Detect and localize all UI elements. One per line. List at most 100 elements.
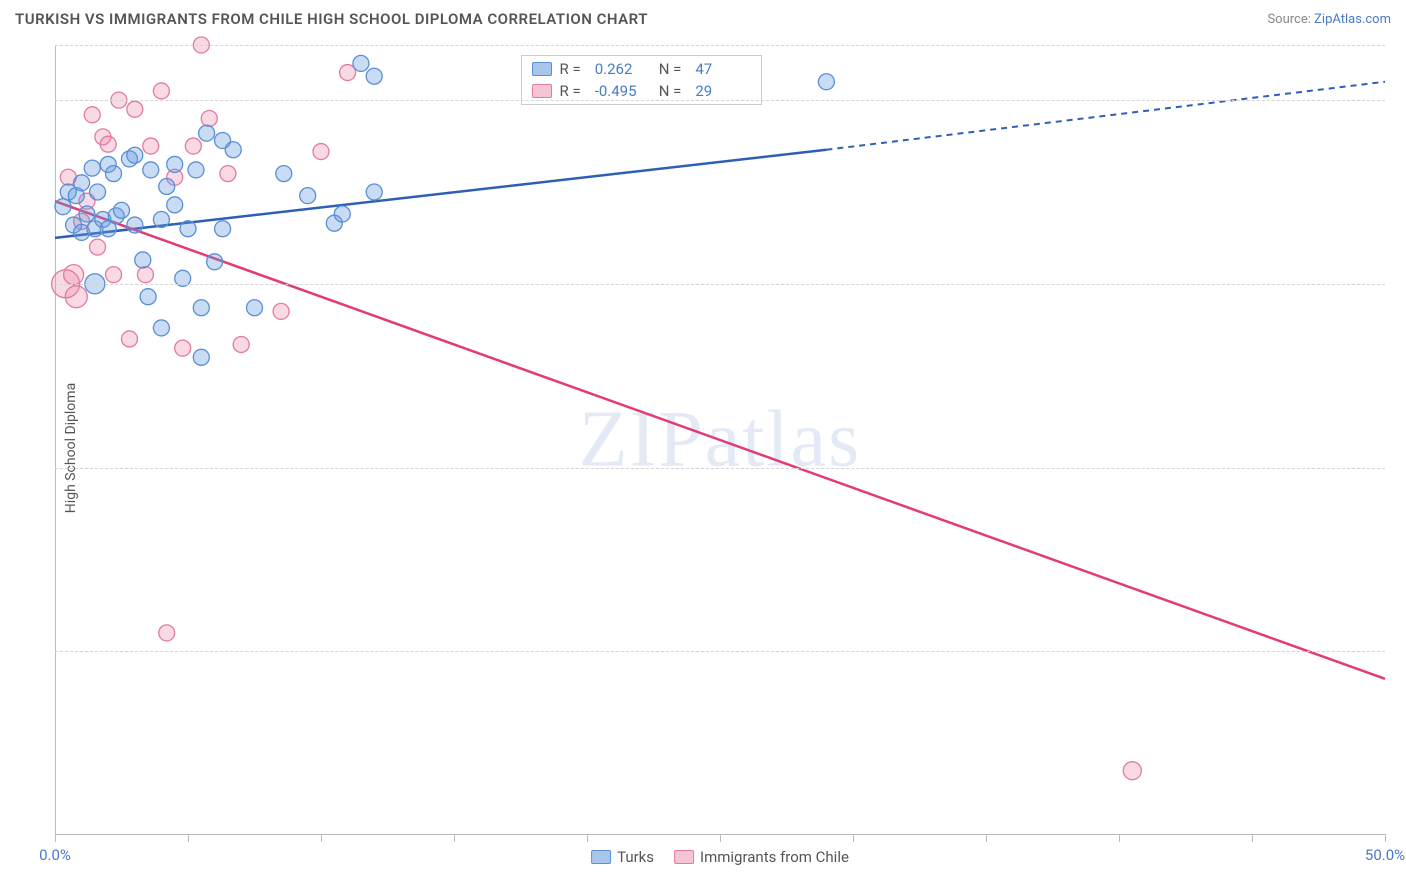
data-point [159,625,175,641]
x-tick [454,834,455,842]
x-tick-label: 50.0% [1365,846,1405,864]
chart-title: TURKISH VS IMMIGRANTS FROM CHILE HIGH SC… [15,10,648,28]
stat-r-label: R = [560,60,581,78]
data-point [167,197,183,213]
data-point [114,202,130,218]
series-legend-item: Immigrants from Chile [674,848,849,866]
data-point [180,221,196,237]
data-point [140,289,156,305]
data-point [276,166,292,182]
chart-source: Source: ZipAtlas.com [1267,12,1391,27]
data-point [127,101,143,117]
data-point [143,162,159,178]
data-point [74,175,90,191]
data-point [127,147,143,163]
data-point [127,217,143,233]
stat-r-label: R = [560,82,581,100]
data-point [106,166,122,182]
stat-n-value: 47 [695,60,745,78]
x-tick [853,834,854,842]
stats-legend-row: R =-0.495N =29 [532,82,752,100]
data-point [167,156,183,172]
plot-area: ZIPatlas R =0.262N =47R =-0.495N =29 Tur… [55,45,1385,835]
source-link[interactable]: ZipAtlas.com [1314,12,1391,27]
legend-swatch [591,850,611,864]
data-point [233,336,249,352]
data-point [366,68,382,84]
x-tick-label: 0.0% [39,846,71,864]
legend-swatch [532,84,552,98]
source-label: Source: [1267,12,1310,27]
data-point [121,331,137,347]
gridline-h [55,45,1385,46]
data-point [201,110,217,126]
data-point [193,349,209,365]
data-point [84,160,100,176]
trend-line [55,201,1385,679]
chart-header: TURKISH VS IMMIGRANTS FROM CHILE HIGH SC… [15,10,1391,28]
data-point [366,184,382,200]
data-point [1123,762,1141,780]
series-name: Immigrants from Chile [700,848,849,866]
stat-n-value: 29 [695,82,745,100]
x-tick [1385,834,1386,842]
data-point [143,138,159,154]
data-point [153,320,169,336]
data-point [153,83,169,99]
x-tick [188,834,189,842]
data-point [193,300,209,316]
data-point [207,254,223,270]
x-tick [986,834,987,842]
data-point [818,74,834,90]
data-point [300,188,316,204]
data-point [106,267,122,283]
legend-swatch [532,62,552,76]
stat-n-label: N = [659,60,682,78]
data-point [215,221,231,237]
data-point [313,144,329,160]
series-legend-item: Turks [591,848,654,866]
legend-swatch [674,850,694,864]
data-point [185,138,201,154]
data-point [153,212,169,228]
data-point [159,178,175,194]
data-point [175,340,191,356]
stats-legend-row: R = 0.262 N = 47 [532,60,752,78]
x-tick [1252,834,1253,842]
data-point [84,107,100,123]
data-point [334,206,350,222]
data-point [64,265,84,285]
data-point [90,239,106,255]
x-tick [55,834,56,842]
data-point [135,252,151,268]
data-point [90,184,106,200]
gridline-h [55,468,1385,469]
data-point [225,142,241,158]
stats-legend: R =0.262N =47R =-0.495N =29 [521,55,763,105]
data-point [137,267,153,283]
trend-line-extrapolated [826,82,1385,150]
x-tick [321,834,322,842]
data-point [55,199,71,215]
gridline-h [55,284,1385,285]
stat-r-value: 0.262 [595,60,645,78]
data-point [100,136,116,152]
data-point [188,162,204,178]
data-point [199,125,215,141]
gridline-h [55,100,1385,101]
data-point [79,206,95,222]
data-point [247,300,263,316]
data-point [273,303,289,319]
data-point [65,286,87,308]
x-tick [587,834,588,842]
stat-n-label: N = [659,82,682,100]
data-point [220,166,236,182]
gridline-h [55,651,1385,652]
chart-container: TURKISH VS IMMIGRANTS FROM CHILE HIGH SC… [0,0,1406,892]
x-tick [1119,834,1120,842]
plot-svg [55,45,1385,834]
series-legend: Turks Immigrants from Chile [591,848,849,866]
series-name: Turks [617,848,654,866]
x-tick [720,834,721,842]
data-point [353,55,369,71]
